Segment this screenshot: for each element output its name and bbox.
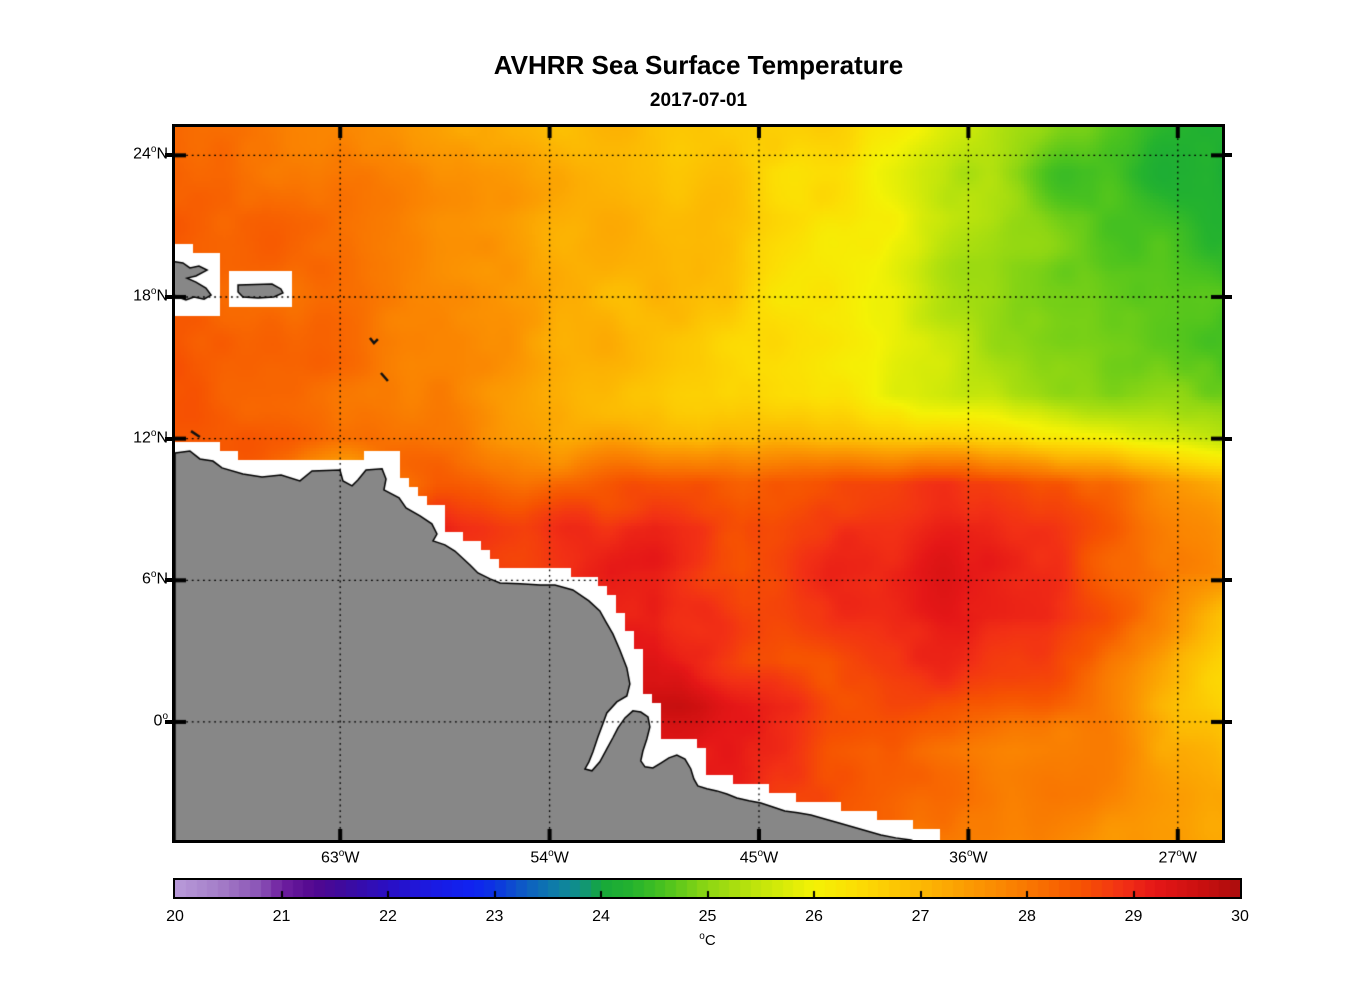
colorbar-canvas <box>175 880 1240 897</box>
lat-tick-stub <box>165 153 172 158</box>
figure-date-subtitle: 2017-07-01 <box>649 90 748 111</box>
colorbar-tick-label-21: 21 <box>272 908 291 925</box>
colorbar <box>173 878 1242 899</box>
colorbar-tick-label-30: 30 <box>1231 908 1249 925</box>
lat-tick-stub <box>165 294 172 299</box>
x-tick-label-45W: 45oW <box>739 848 779 867</box>
y-tick-label-12N: 12oN <box>133 427 168 446</box>
figure-title: AVHRR Sea Surface Temperature <box>493 50 904 80</box>
colorbar-tick-label-28: 28 <box>1018 908 1036 925</box>
colorbar-unit-label: oC <box>175 931 1240 949</box>
map-plot-frame <box>172 124 1225 843</box>
colorbar-tick-label-22: 22 <box>379 908 397 925</box>
lat-tick-stub <box>1225 578 1232 583</box>
lat-tick-stub <box>1225 719 1232 724</box>
x-tick-label-27W: 27oW <box>1158 848 1198 867</box>
colorbar-tick-label-24: 24 <box>592 908 610 925</box>
lat-tick-stub <box>165 578 172 583</box>
lat-tick-stub <box>165 436 172 441</box>
lat-tick-stub <box>1225 153 1232 158</box>
y-tick-label-24N: 24oN <box>133 144 168 163</box>
colorbar-tick-label-27: 27 <box>911 908 930 925</box>
unit-letter: C <box>704 932 716 949</box>
x-tick-label-63W: 63oW <box>320 848 360 867</box>
degree-symbol: o <box>699 931 705 942</box>
y-tick-label-6N: 6oN <box>141 569 168 588</box>
y-tick-label-0: 0o <box>153 710 168 730</box>
lat-tick-stub <box>1225 436 1232 441</box>
sst-map-canvas <box>175 127 1222 840</box>
colorbar-tick-label-23: 23 <box>485 908 504 925</box>
x-tick-label-54W: 54oW <box>530 848 569 867</box>
x-tick-label-36W: 36oW <box>949 848 988 867</box>
colorbar-tick-label-26: 26 <box>805 908 823 925</box>
colorbar-tick-label-29: 29 <box>1124 908 1143 925</box>
colorbar-tick-label-25: 25 <box>698 908 717 925</box>
colorbar-tick-label-20: 20 <box>166 908 184 925</box>
lat-tick-stub <box>1225 294 1232 299</box>
y-tick-label-18N: 18oN <box>133 285 168 305</box>
lat-tick-stub <box>165 719 172 724</box>
